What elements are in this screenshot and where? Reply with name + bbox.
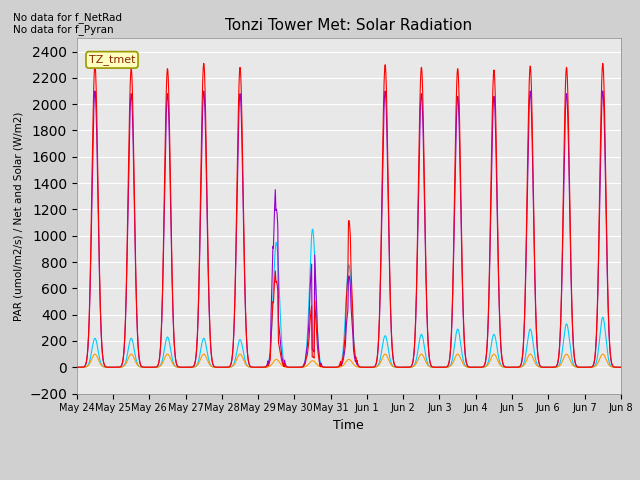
Title: Tonzi Tower Met: Solar Radiation: Tonzi Tower Met: Solar Radiation — [225, 18, 472, 33]
Legend: Incoming PAR, Reflected PAR, BF5 PAR, Diffuse PAR: Incoming PAR, Reflected PAR, BF5 PAR, Di… — [134, 476, 564, 480]
Y-axis label: PAR (umol/m2/s) / Net and Solar (W/m2): PAR (umol/m2/s) / Net and Solar (W/m2) — [13, 111, 24, 321]
X-axis label: Time: Time — [333, 419, 364, 432]
Text: TZ_tmet: TZ_tmet — [89, 54, 135, 65]
Text: No data for f_NetRad
No data for f_Pyran: No data for f_NetRad No data for f_Pyran — [13, 12, 122, 36]
